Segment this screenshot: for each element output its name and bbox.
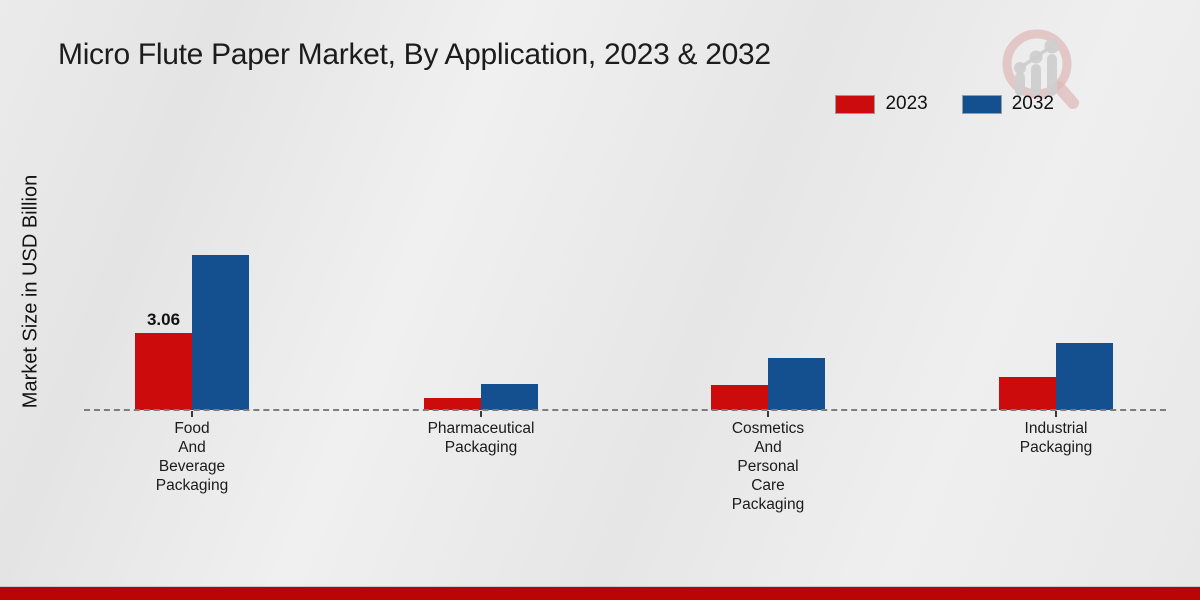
legend-item-2032: 2032 xyxy=(961,93,1054,115)
legend-swatch-2032 xyxy=(961,94,1002,114)
chart-title: Micro Flute Paper Market, By Application… xyxy=(58,38,771,71)
legend-label-2032: 2032 xyxy=(1011,93,1054,114)
x-axis-tick xyxy=(1055,411,1057,417)
bar-2032-1 xyxy=(481,384,538,410)
x-axis-tick xyxy=(767,411,769,417)
x-axis-baseline xyxy=(84,409,1166,411)
magnifier-bar-chart-logo-icon xyxy=(992,26,1084,119)
legend-swatch-2023 xyxy=(835,94,876,114)
x-axis-tick xyxy=(191,411,193,417)
bar-2032-3 xyxy=(1056,343,1113,410)
category-label: Cosmetics And Personal Care Packaging xyxy=(731,420,805,513)
bar-2023-3 xyxy=(999,377,1056,410)
bar-value-label: 3.06 xyxy=(146,310,181,329)
x-axis-tick xyxy=(480,411,482,417)
bar-2023-0 xyxy=(135,333,192,410)
legend: 2023 2032 xyxy=(835,93,1054,115)
bar-2032-0 xyxy=(192,255,249,410)
category-label: Pharmaceutical Packaging xyxy=(427,420,535,456)
bar-2023-2 xyxy=(711,385,768,410)
legend-label-2023: 2023 xyxy=(885,93,928,114)
category-label: Food And Beverage Packaging xyxy=(155,420,229,494)
footer-accent-stripe xyxy=(0,586,1200,600)
legend-item-2023: 2023 xyxy=(835,93,928,115)
bar-2032-2 xyxy=(768,358,825,410)
category-label: Industrial Packaging xyxy=(1019,420,1093,456)
bar-2023-1 xyxy=(424,398,481,410)
